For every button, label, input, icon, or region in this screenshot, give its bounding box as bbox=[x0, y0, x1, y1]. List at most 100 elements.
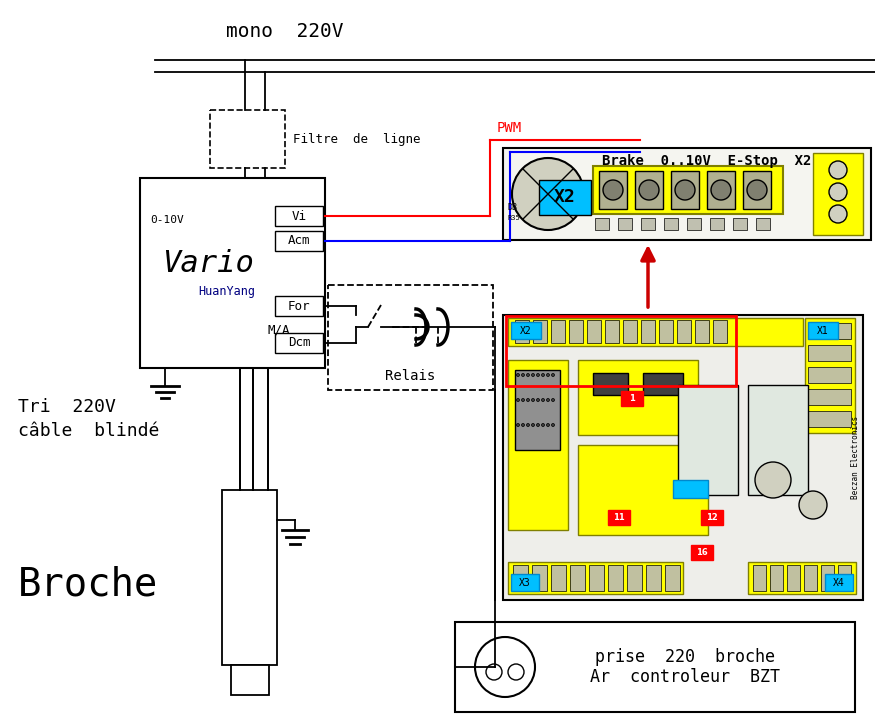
Bar bbox=[551, 320, 565, 343]
Bar bbox=[643, 373, 683, 395]
Circle shape bbox=[536, 374, 540, 376]
Circle shape bbox=[542, 424, 544, 426]
Bar bbox=[748, 562, 856, 594]
Text: M/A: M/A bbox=[267, 324, 290, 337]
Bar bbox=[533, 320, 547, 343]
Circle shape bbox=[527, 424, 529, 426]
Bar bbox=[605, 320, 619, 343]
Text: câble  blindé: câble blindé bbox=[18, 422, 159, 440]
Bar bbox=[664, 218, 678, 230]
Circle shape bbox=[547, 398, 550, 402]
Bar bbox=[673, 480, 708, 498]
Bar bbox=[691, 545, 713, 560]
Text: PWM: PWM bbox=[497, 121, 522, 135]
Bar bbox=[513, 565, 528, 591]
Bar bbox=[665, 565, 680, 591]
Bar bbox=[646, 565, 661, 591]
Bar bbox=[328, 285, 493, 390]
Bar bbox=[508, 318, 803, 346]
Bar bbox=[570, 565, 585, 591]
Circle shape bbox=[551, 398, 555, 402]
Bar bbox=[838, 565, 851, 591]
Bar bbox=[804, 565, 817, 591]
Circle shape bbox=[527, 374, 529, 376]
Circle shape bbox=[522, 374, 524, 376]
Bar bbox=[710, 218, 724, 230]
Circle shape bbox=[512, 158, 584, 230]
Text: Vi: Vi bbox=[291, 209, 306, 222]
Bar bbox=[587, 320, 601, 343]
Circle shape bbox=[551, 374, 555, 376]
Text: 0-10V: 0-10V bbox=[150, 215, 184, 225]
Bar bbox=[808, 345, 851, 361]
Bar bbox=[671, 171, 699, 209]
Bar bbox=[677, 320, 691, 343]
Bar bbox=[506, 316, 736, 386]
Circle shape bbox=[829, 205, 847, 223]
Bar bbox=[808, 389, 851, 405]
Circle shape bbox=[531, 398, 535, 402]
Bar bbox=[743, 171, 771, 209]
Text: 16: 16 bbox=[696, 548, 708, 557]
Circle shape bbox=[675, 180, 695, 200]
Bar bbox=[805, 318, 855, 433]
Text: X3: X3 bbox=[519, 578, 531, 588]
Bar bbox=[808, 367, 851, 383]
Circle shape bbox=[747, 180, 767, 200]
Circle shape bbox=[536, 398, 540, 402]
Bar bbox=[687, 218, 701, 230]
Bar bbox=[230, 665, 269, 695]
Circle shape bbox=[542, 398, 544, 402]
Circle shape bbox=[547, 424, 550, 426]
Bar bbox=[508, 360, 568, 530]
Circle shape bbox=[522, 398, 524, 402]
Text: Relais: Relais bbox=[385, 369, 436, 383]
Text: Beczan Electronics: Beczan Electronics bbox=[851, 416, 860, 499]
Text: DB: DB bbox=[508, 203, 518, 212]
Bar bbox=[756, 218, 770, 230]
Bar bbox=[455, 622, 855, 712]
Circle shape bbox=[829, 161, 847, 179]
Bar bbox=[578, 360, 698, 435]
Circle shape bbox=[516, 398, 520, 402]
Bar bbox=[733, 218, 747, 230]
Bar bbox=[623, 320, 637, 343]
Circle shape bbox=[639, 180, 659, 200]
Text: X1: X1 bbox=[817, 326, 829, 335]
Text: Tri  220V: Tri 220V bbox=[18, 398, 116, 416]
Circle shape bbox=[542, 374, 544, 376]
Bar bbox=[748, 385, 808, 495]
Bar bbox=[608, 565, 623, 591]
Bar bbox=[678, 385, 738, 495]
Bar bbox=[595, 218, 609, 230]
Circle shape bbox=[486, 664, 502, 680]
Circle shape bbox=[531, 374, 535, 376]
Text: X4: X4 bbox=[833, 578, 845, 588]
Text: Broche: Broche bbox=[18, 565, 158, 603]
Circle shape bbox=[551, 424, 555, 426]
Bar bbox=[808, 323, 851, 339]
Bar bbox=[599, 171, 627, 209]
Bar bbox=[593, 373, 628, 395]
Bar bbox=[808, 322, 838, 339]
Text: 11: 11 bbox=[613, 513, 625, 522]
Bar bbox=[275, 231, 323, 251]
Bar bbox=[539, 180, 591, 215]
Bar bbox=[701, 510, 723, 525]
Bar bbox=[511, 322, 541, 339]
Bar bbox=[275, 333, 323, 353]
Bar bbox=[515, 370, 560, 450]
Circle shape bbox=[547, 374, 550, 376]
Bar bbox=[608, 510, 630, 525]
Bar bbox=[222, 490, 277, 665]
Bar bbox=[695, 320, 709, 343]
Text: HuanYang: HuanYang bbox=[198, 285, 255, 298]
Circle shape bbox=[531, 424, 535, 426]
Bar bbox=[511, 574, 539, 591]
Bar bbox=[275, 206, 323, 226]
Bar bbox=[532, 565, 547, 591]
Bar bbox=[770, 565, 783, 591]
Text: Dcm: Dcm bbox=[288, 337, 311, 350]
Bar bbox=[589, 565, 604, 591]
Text: Brake  0..10V  E-Stop  X2: Brake 0..10V E-Stop X2 bbox=[602, 154, 812, 168]
